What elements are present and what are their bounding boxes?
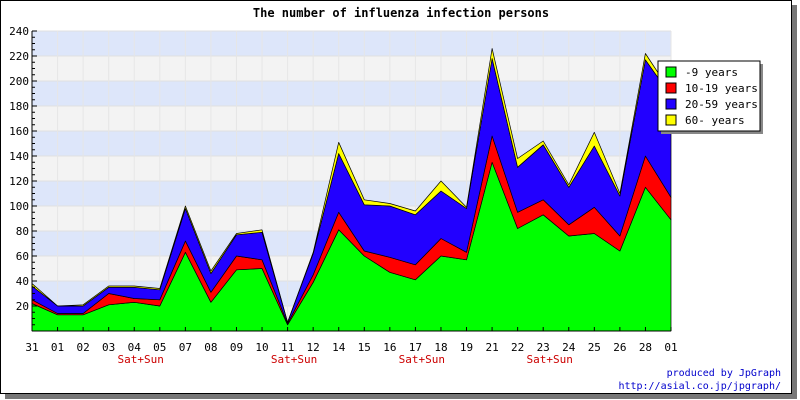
x-tick-label: 05 [153,341,166,354]
background-band [32,81,671,106]
axes [31,30,672,332]
y-tick-label: 40 [16,275,29,288]
y-tick-label: 80 [16,225,29,238]
x-tick-label: 12 [307,341,320,354]
y-tick-label: 220 [9,50,29,63]
x-tick-label: 04 [128,341,142,354]
x-tick-label: 17 [409,341,422,354]
y-tick-label: 200 [9,75,29,88]
x-tick-label: 11 [281,341,294,354]
x-tick-label: 19 [460,341,473,354]
x-tick-label: 03 [102,341,115,354]
x-tick-label: 25 [588,341,601,354]
legend-swatch [665,82,677,94]
y-tick-label: 100 [9,200,29,213]
x-tick-label: 22 [511,341,524,354]
x-tick-label: 09 [230,341,243,354]
x-tick-label: 16 [383,341,396,354]
x-tick-label: 26 [613,341,626,354]
x-tick-label: 23 [537,341,550,354]
x-tick-label: 01 [51,341,64,354]
x-tick-label: 14 [332,341,346,354]
x-tick-label: 01 [664,341,677,354]
x-tick-label: 24 [562,341,576,354]
background-band [32,31,671,56]
y-tick-label: 160 [9,125,29,138]
x-tick-label: 08 [204,341,217,354]
legend-swatch [665,114,677,126]
y-tick-label: 140 [9,150,29,163]
x-tick-label: 07 [179,341,192,354]
chart-title: The number of influenza infection person… [253,6,549,20]
legend-label: 60- years [685,114,745,127]
credit-text: produced by JpGraph [667,368,781,379]
credit-url[interactable]: http://asial.co.jp/jpgraph/ [618,381,781,392]
background-band [32,106,671,131]
x-tick-label: 21 [485,341,498,354]
x-tick-label: 28 [639,341,652,354]
y-tick-label: 240 [9,25,29,38]
x-tick-label: 02 [76,341,89,354]
y-tick-label: 120 [9,175,29,188]
y-tick-labels: 20 40 60 80 100 120 140 160 180 200 220 240 [9,25,29,313]
x-tick-label: 10 [255,341,268,354]
legend-label: 10-19 years [685,82,758,95]
legend: -9 years 10-19 years 20-59 years 60- years [657,60,763,134]
x-tick-note: Sat+Sun [399,353,445,366]
x-tick-note: Sat+Sun [271,353,317,366]
background-band [32,131,671,156]
legend-label: 20-59 years [685,98,758,111]
x-tick-label: 18 [434,341,447,354]
legend-swatch [665,98,677,110]
chart-frame: The number of influenza infection person… [0,0,792,394]
legend-label: -9 years [685,66,738,79]
x-tick-label: 15 [358,341,371,354]
x-tick-note: Sat+Sun [118,353,164,366]
x-tick-label: 31 [25,341,38,354]
chart: The number of influenza infection person… [9,6,781,392]
legend-swatch [665,66,677,78]
y-tick-label: 20 [16,300,29,313]
background-band [32,56,671,81]
y-tick-label: 180 [9,100,29,113]
y-tick-label: 60 [16,250,29,263]
x-tick-note: Sat+Sun [526,353,572,366]
